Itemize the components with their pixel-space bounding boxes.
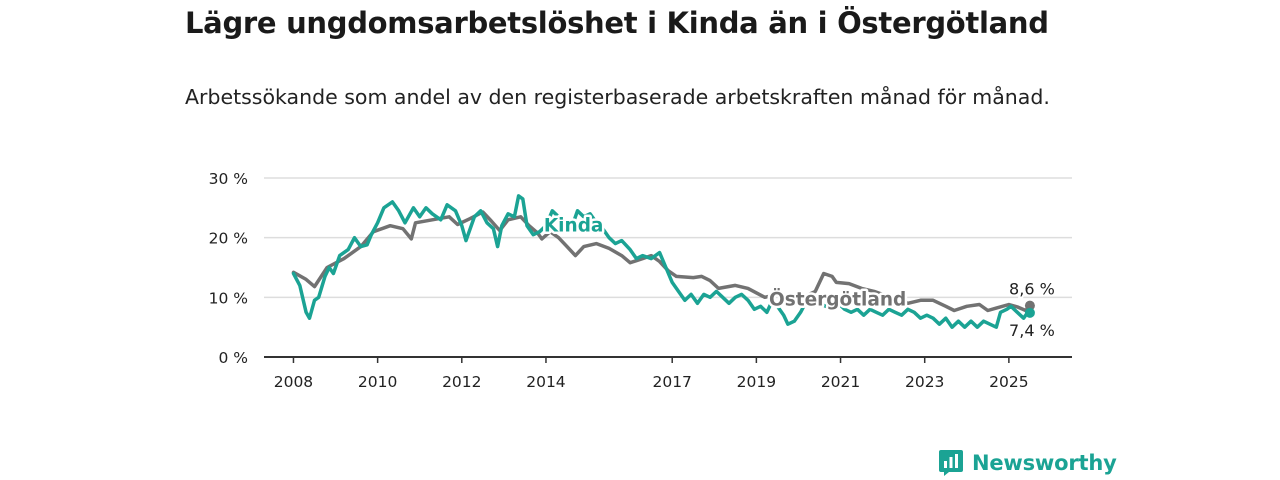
brand-name: Newsworthy — [972, 451, 1117, 475]
series-end-point-0 — [1024, 300, 1035, 311]
x-tick-label: 2008 — [274, 373, 313, 391]
series-end-label: 8,6 % — [1009, 280, 1055, 299]
x-tick-label: 2023 — [905, 373, 944, 391]
chart-subtitle: Arbetssökande som andel av den registerb… — [185, 85, 1050, 109]
series-line-1 — [291, 194, 1032, 329]
series-end-label: 7,4 % — [1009, 321, 1055, 340]
y-tick-label: 20 % — [209, 230, 248, 248]
x-tick-label: 2014 — [526, 373, 565, 391]
bar-chart-icon — [939, 450, 963, 476]
annotation-label: Östergötland — [769, 289, 906, 311]
chart-title: Lägre ungdomsarbetslöshet i Kinda än i Ö… — [185, 6, 1049, 40]
y-axis: 0 % 10 % 20 % 30 % — [209, 170, 248, 367]
x-axis: 2008 2010 2012 2014 2017 2019 2021 2023 2025 — [264, 356, 1072, 391]
series-annotations: Kinda Östergötland 8,6 % 7,4 % — [541, 213, 1056, 342]
x-tick-label: 2010 — [358, 373, 397, 391]
series-end-point-1 — [1024, 307, 1035, 318]
x-tick-label: 2025 — [989, 373, 1028, 391]
y-tick-label: 0 % — [218, 349, 248, 367]
x-tick-label: 2012 — [442, 373, 481, 391]
series-lines — [291, 194, 1035, 329]
line-chart: 0 % 10 % 20 % 30 % 2008 2010 2012 2014 2017 2019… — [209, 170, 1072, 391]
x-tick-label: 2019 — [737, 373, 776, 391]
x-tick-label: 2021 — [821, 373, 860, 391]
annotation-label: Kinda — [544, 216, 604, 237]
chart-grid — [264, 177, 1072, 299]
y-tick-label: 30 % — [209, 170, 248, 188]
y-tick-label: 10 % — [209, 289, 248, 307]
x-tick-label: 2017 — [652, 373, 691, 391]
brand-logo: Newsworthy — [938, 449, 1117, 477]
